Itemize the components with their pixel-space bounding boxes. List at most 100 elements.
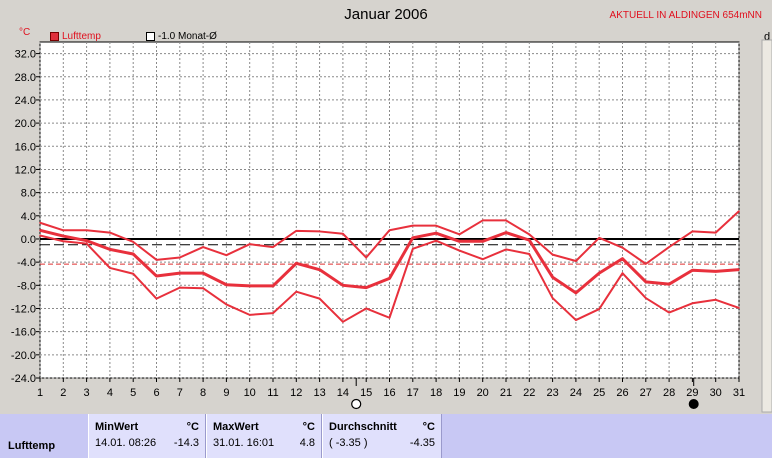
data-point-mean (528, 239, 531, 241)
x-tick-label: 29 (686, 387, 698, 399)
x-tick-label: 1 (37, 387, 43, 399)
line-chart: -24.0 -20.0 -16.0 -12.0 -8.0 -4.0 0.0 4.0 8.0 12.… (11, 39, 772, 413)
stats-avg-unit: °C (422, 421, 435, 433)
data-point-mean (621, 257, 624, 260)
data-point-max (505, 219, 507, 222)
y-tick-label: 24.0 (15, 95, 36, 107)
x-tick-label: 4 (107, 387, 113, 399)
data-point-max (109, 231, 111, 234)
x-tick-label: 9 (223, 387, 229, 399)
x-tick-label: 28 (663, 387, 675, 399)
x-tick-label: 5 (130, 387, 136, 399)
data-point-max (155, 259, 158, 261)
data-point-min (295, 290, 298, 293)
legend-item-monat-average[interactable]: -1.0 Monat-Ø (146, 31, 217, 42)
y-tick-label: -20.0 (11, 350, 36, 362)
stats-max-value: 4.8 (299, 437, 315, 449)
y-tick-label: 16.0 (15, 141, 36, 153)
data-point-mean (342, 284, 344, 287)
data-point-max (691, 230, 694, 233)
data-point-min (598, 308, 600, 310)
stats-min-box: MinWert °C 14.01. 08:26 -14.3 (88, 414, 206, 458)
data-point-max (342, 232, 344, 235)
data-point-max (738, 210, 740, 212)
x-tick-label: 26 (616, 387, 628, 399)
stats-avg-prev: ( -3.35 ) (329, 437, 368, 449)
data-point-mean (85, 239, 88, 242)
y-tick-label: -24.0 (11, 373, 36, 385)
data-point-max (248, 243, 251, 245)
data-point-min (225, 303, 228, 306)
data-point-min (62, 240, 65, 243)
data-point-max (435, 224, 437, 227)
data-point-mean (551, 276, 554, 279)
data-point-min (272, 312, 274, 314)
data-point-max (481, 219, 484, 222)
data-point-mean (458, 240, 461, 243)
data-point-max (528, 233, 531, 236)
data-point-mean (505, 231, 507, 234)
x-tick-label: 24 (570, 387, 582, 399)
data-point-min (132, 272, 134, 275)
data-point-min (621, 272, 624, 274)
data-point-max (388, 229, 391, 232)
data-point-max (132, 241, 134, 243)
data-point-min (738, 307, 740, 309)
y-tick-label: 8.0 (21, 188, 36, 200)
data-point-min (551, 297, 554, 299)
data-point-mean (248, 285, 251, 287)
data-point-mean (295, 262, 298, 265)
data-point-max (365, 256, 368, 259)
data-point-mean (714, 270, 717, 273)
data-point-mean (738, 268, 740, 271)
y-tick-label: -4.0 (17, 257, 36, 269)
data-point-mean (318, 268, 321, 271)
data-point-mean (365, 286, 368, 289)
legend-item-lufttemp[interactable]: Lufttemp (50, 31, 101, 42)
data-point-min (388, 316, 391, 319)
x-tick-label: 27 (640, 387, 652, 399)
x-tick-label: 19 (453, 387, 465, 399)
y-tick-label: 28.0 (15, 72, 36, 84)
data-point-mean (39, 229, 41, 232)
stats-min-value: -14.3 (173, 437, 199, 449)
legend-label-lufttemp: Lufttemp (62, 31, 101, 42)
data-point-min (435, 239, 437, 242)
data-point-mean (435, 232, 437, 234)
data-point-max (668, 246, 670, 248)
data-point-max (621, 246, 624, 249)
data-point-max (575, 260, 577, 262)
x-tick-label: 25 (593, 387, 605, 399)
data-point-mean (109, 248, 111, 251)
x-tick-label: 11 (267, 387, 278, 399)
data-point-min (691, 302, 694, 305)
legend-label-monat: -1.0 Monat-Ø (158, 31, 217, 42)
data-point-min (505, 248, 507, 251)
station-label[interactable]: AKTUELL IN ALDINGEN 654mNN (609, 10, 762, 21)
x-tick-label: 31 (733, 387, 745, 399)
x-tick-label: 21 (500, 387, 512, 399)
stats-max-time: 31.01. 16:01 (213, 437, 275, 449)
data-point-max (295, 230, 298, 232)
x-tick-label: 13 (313, 387, 325, 399)
y-tick-label: -12.0 (11, 303, 36, 315)
x-tick-label: 10 (244, 387, 256, 399)
data-point-mean (62, 235, 65, 237)
y-unit-label: °C (19, 27, 31, 38)
y-tick-label: 0.0 (21, 234, 36, 246)
data-point-min (645, 297, 647, 299)
x-tick-label: 6 (153, 387, 159, 399)
data-point-max (272, 246, 274, 248)
data-point-mean (225, 283, 228, 286)
data-point-min (39, 234, 41, 237)
y-tick-label: 20.0 (15, 118, 36, 130)
data-point-max (85, 229, 88, 232)
data-point-min (575, 319, 577, 321)
x-tick-label: 18 (430, 387, 442, 399)
data-point-mean (645, 281, 647, 283)
data-point-max (598, 237, 600, 239)
stats-min-header: MinWert (95, 421, 139, 433)
x-tick-label: 8 (200, 387, 206, 399)
stats-avg-header: Durchschnitt (329, 421, 397, 433)
data-point-max (225, 254, 228, 256)
